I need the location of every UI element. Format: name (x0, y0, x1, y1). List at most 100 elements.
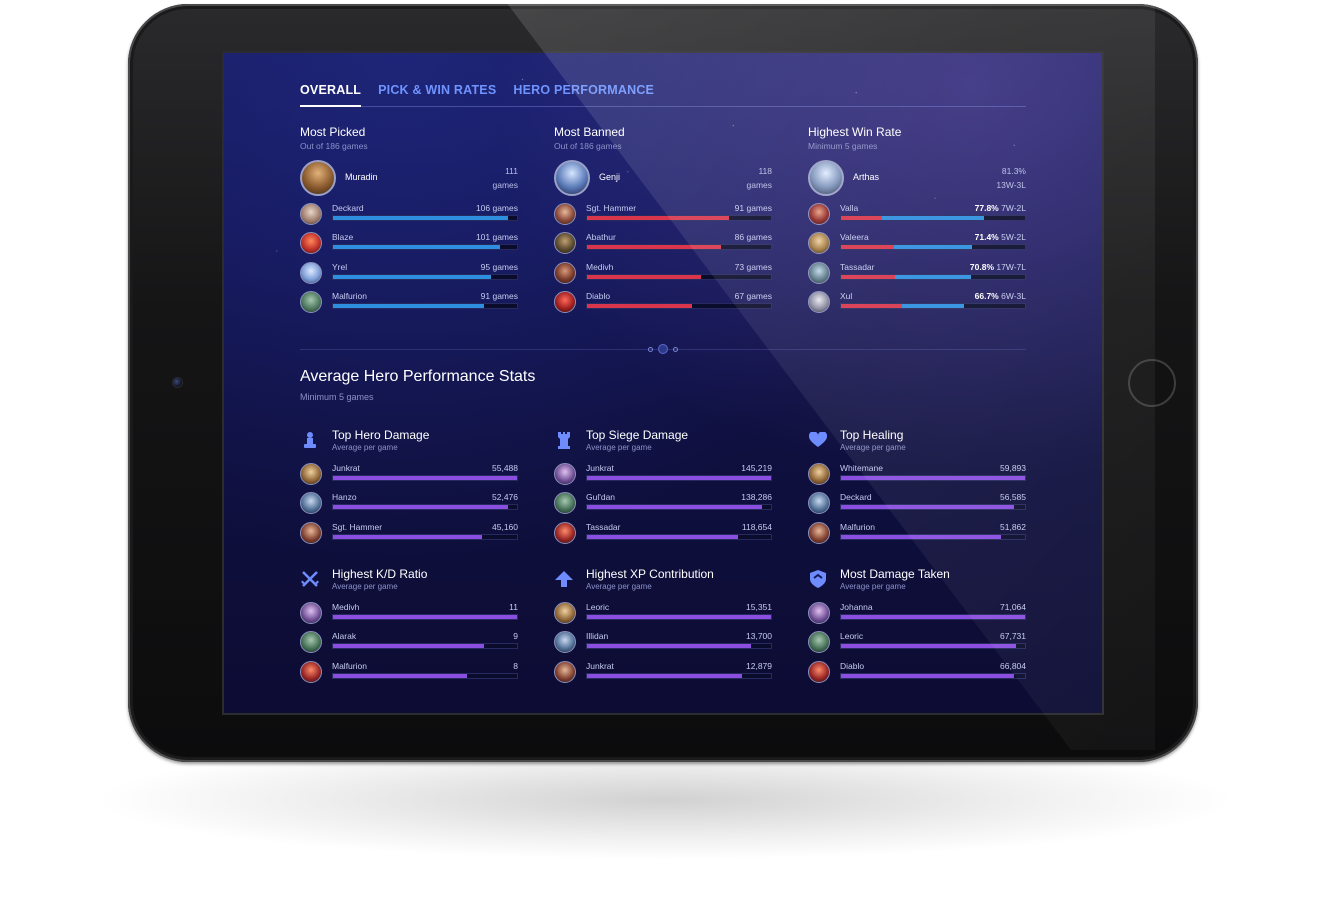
progress-bar (840, 533, 1026, 540)
list-item[interactable]: Tassadar 70.8% 17W-7L (808, 259, 1026, 288)
progress-fill (841, 534, 1002, 539)
list-item[interactable]: Alarak 9 (300, 628, 518, 657)
list-item[interactable]: Junkrat 12,879 (554, 658, 772, 687)
hero-name: Muradin (345, 172, 378, 182)
avatar (808, 463, 830, 485)
list-item[interactable]: Sgt. Hammer 45,160 (300, 519, 518, 548)
avatar (300, 521, 322, 544)
hero-name: Genji (599, 172, 621, 182)
list-item[interactable]: Valeera 71.4% 5W-2L (808, 229, 1026, 258)
list-item[interactable]: Valla 77.8% 7W-2L (808, 200, 1026, 229)
avatar (300, 492, 322, 515)
hero-name: Valla (840, 203, 859, 213)
loss-fill (841, 245, 894, 250)
avatar (554, 521, 576, 544)
list-item[interactable]: Malfurion 91 games (300, 288, 518, 317)
stat-title: Top Siege Damage (586, 428, 689, 442)
stat-title: Top Hero Damage (332, 428, 430, 442)
stat-subtitle: Average per game (840, 582, 906, 591)
hero-name: Junkrat (586, 463, 614, 473)
win-loss-bar (840, 215, 1026, 221)
avatar (808, 602, 830, 624)
avatar (300, 160, 336, 196)
tab-overall[interactable]: OVERALL (300, 79, 362, 107)
list-item[interactable]: Leoric 67,731 (808, 628, 1026, 657)
hero-stat: 91 games (734, 203, 772, 213)
avatar (554, 463, 576, 485)
list-item[interactable]: Diablo 67 games (554, 288, 772, 317)
hero-name: Deckard (840, 492, 872, 503)
hero-name: Junkrat (586, 660, 614, 671)
featured-hero[interactable]: Arthas 81.3% 13W-3L (808, 158, 1026, 200)
list-item[interactable]: Deckard 56,585 (808, 489, 1026, 518)
progress-fill (333, 505, 508, 510)
hero-name: Johanna (840, 602, 873, 612)
tab-hero-performance[interactable]: HERO PERFORMANCE (513, 83, 655, 97)
hero-name: Whitemane (840, 463, 883, 473)
list-item[interactable]: Illidan 13,700 (554, 628, 772, 657)
hero-stat: 11 (509, 602, 518, 612)
list-item[interactable]: Xul 66.7% 6W-3L (808, 288, 1026, 317)
win-loss-bar (840, 302, 1026, 309)
list-item[interactable]: Deckard 106 games (300, 200, 518, 229)
section-title: Most Picked (300, 125, 366, 139)
hero-name: Leoric (586, 602, 610, 612)
list-item[interactable]: Diablo 66,804 (808, 658, 1026, 687)
progress-bar (840, 504, 1026, 511)
avatar (300, 463, 322, 485)
tab-pick-win-rates[interactable]: PICK & WIN RATES (378, 83, 497, 97)
progress-bar (586, 475, 772, 481)
list-item[interactable]: Abathur 86 games (554, 229, 772, 258)
list-item[interactable]: Johanna 71,064 (808, 599, 1026, 628)
hero-stat: 13,700 (746, 631, 772, 642)
progress-bar (586, 643, 772, 650)
progress-bar (840, 614, 1026, 620)
list-item[interactable]: Sgt. Hammer 91 games (554, 200, 772, 229)
section-title: Most Banned (554, 125, 625, 139)
list-item[interactable]: Medivh 11 (300, 599, 518, 628)
hero-stat: 55,488 (492, 463, 518, 473)
progress-fill (333, 274, 492, 279)
stat-hero-damage: Top Hero Damage Average per game Junkrat 55… (300, 428, 518, 548)
hero-name: Blaze (332, 232, 354, 243)
crossed-swords-icon (300, 569, 320, 589)
hero-name: Malfurion (840, 521, 875, 532)
heart-icon (808, 430, 828, 450)
list-item[interactable]: Junkrat 145,219 (554, 460, 772, 489)
progress-bar (332, 533, 518, 540)
list-item[interactable]: Medivh 73 games (554, 259, 772, 288)
page-dot-active[interactable] (658, 344, 668, 354)
hero-name: Abathur (586, 232, 616, 243)
stat-header: Top Siege Damage Average per game (554, 428, 772, 460)
progress-fill (587, 476, 771, 480)
hero-name: Junkrat (332, 463, 360, 473)
hero-stat: 12,879 (746, 660, 772, 671)
page-dot[interactable] (673, 346, 678, 352)
avatar (554, 261, 576, 284)
list-item[interactable]: Whitemane 59,893 (808, 460, 1026, 489)
list-item[interactable]: Yrel 95 games (300, 259, 518, 288)
list-item[interactable]: Leoric 15,351 (554, 599, 772, 628)
list-item[interactable]: Malfurion 8 (300, 658, 518, 687)
list-item[interactable]: Tassadar 118,654 (554, 519, 772, 548)
avatar (554, 203, 576, 225)
home-button[interactable] (1128, 359, 1176, 407)
featured-hero[interactable]: Genji 118 games (554, 158, 772, 200)
progress-bar (586, 215, 772, 221)
featured-hero[interactable]: Muradin 111 games (300, 158, 518, 200)
hero-name: Diablo (840, 660, 865, 671)
app-screen: OVERALL PICK & WIN RATES HERO PERFORMANC… (222, 51, 1104, 715)
progress-fill (587, 615, 771, 619)
page-dot[interactable] (648, 346, 653, 352)
list-item[interactable]: Junkrat 55,488 (300, 460, 518, 489)
hero-name: Yrel (332, 261, 348, 272)
hero-stat: 73 games (734, 261, 772, 272)
win-fill (841, 245, 973, 250)
list-item[interactable]: Gul'dan 138,286 (554, 489, 772, 518)
progress-bar (332, 215, 518, 221)
hero-stat: 8 (513, 660, 518, 671)
list-item[interactable]: Hanzo 52,476 (300, 489, 518, 518)
list-item[interactable]: Blaze 101 games (300, 229, 518, 258)
hero-stat: 77.8% 7W-2L (974, 203, 1026, 213)
list-item[interactable]: Malfurion 51,862 (808, 519, 1026, 548)
